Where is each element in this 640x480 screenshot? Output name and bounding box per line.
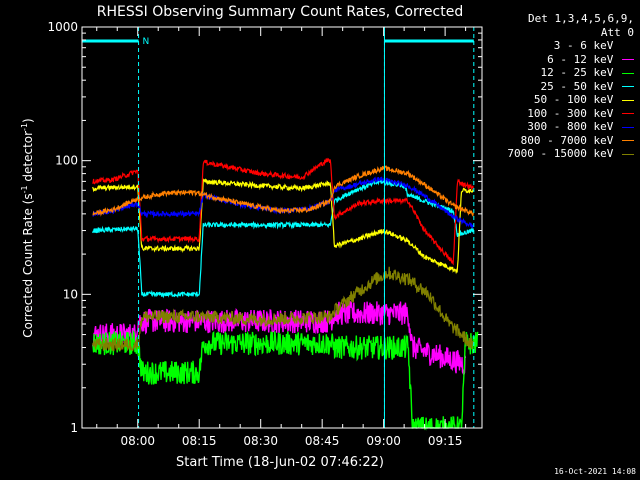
legend-item: 6 - 12 keV	[484, 53, 634, 67]
series-line	[92, 266, 474, 352]
legend-header-line: Det 1,3,4,5,6,9,	[528, 12, 634, 25]
y-tick-label: 1	[70, 421, 78, 435]
legend-swatch	[622, 153, 634, 155]
legend-label: 800 - 7000 keV	[520, 133, 620, 147]
x-axis-label: Start Time (18-Jun-02 07:46:22)	[176, 455, 384, 470]
x-tick-label: 09:15	[428, 434, 463, 448]
series-line	[92, 329, 479, 431]
legend-item: 3 - 6 keV	[484, 39, 634, 53]
series-line	[92, 157, 474, 266]
legend-swatch	[622, 86, 634, 87]
series-line	[92, 177, 474, 275]
legend-header-line: Att 0	[600, 25, 634, 39]
legend-item: 100 - 300 keV	[484, 107, 634, 121]
legend-item: 50 - 100 keV	[484, 93, 634, 107]
chart-title: RHESSI Observing Summary Count Rates, Co…	[97, 4, 463, 20]
legend-label: 12 - 25 keV	[540, 66, 620, 79]
legend-swatch	[622, 126, 634, 128]
axes: 08:00 08:15 08:30 08:45 09:00 09:15 1 10 100 1000	[47, 20, 483, 448]
legend-swatch	[622, 113, 634, 114]
y-tick-label: 1000	[47, 20, 78, 34]
plot-area: N	[81, 27, 479, 431]
legend-swatch	[622, 72, 634, 74]
legend-label: 100 - 300 keV	[527, 106, 620, 120]
timestamp: 16-Oct-2021 14:08	[554, 467, 636, 476]
legend-item: 12 - 25 keV	[484, 66, 634, 80]
legend-item: 300 - 800 keV	[484, 120, 634, 134]
legend-item: 7000 - 15000 keV	[484, 147, 634, 161]
legend-label: 7000 - 15000 keV	[507, 147, 620, 160]
y-tick-label: 100	[55, 154, 78, 168]
legend-label: 300 - 800 keV	[527, 120, 620, 133]
series-line	[92, 175, 474, 229]
series-line	[92, 344, 479, 431]
x-tick-label: 08:00	[120, 434, 155, 448]
legend-item: 25 - 50 keV	[484, 80, 634, 94]
legend-swatch	[622, 99, 634, 101]
x-tick-label: 08:30	[243, 434, 278, 448]
legend-label: 25 - 50 keV	[540, 79, 620, 93]
x-tick-label: 08:45	[305, 434, 340, 448]
series-line	[92, 178, 474, 299]
y-tick-label: 10	[63, 287, 78, 301]
series-line	[92, 165, 474, 217]
legend-item: 800 - 7000 keV	[484, 134, 634, 148]
legend-label: 6 - 12 keV	[547, 52, 620, 66]
legend-swatch	[622, 59, 634, 60]
legend-label: 3 - 6 keV	[553, 39, 620, 52]
plot-frame	[81, 26, 483, 429]
legend-label: 50 - 100 keV	[533, 93, 620, 106]
y-axis-label: Corrected Count Rate (s-1 detector-1)	[20, 118, 35, 337]
x-tick-label: 08:15	[182, 434, 217, 448]
x-tick-label: 09:00	[366, 434, 401, 448]
legend-swatch	[622, 45, 634, 47]
legend-swatch	[622, 140, 634, 141]
night-label: N	[143, 37, 150, 47]
legend: Det 1,3,4,5,6,9, Att 0 3 - 6 keV 6 - 12 …	[484, 12, 634, 161]
